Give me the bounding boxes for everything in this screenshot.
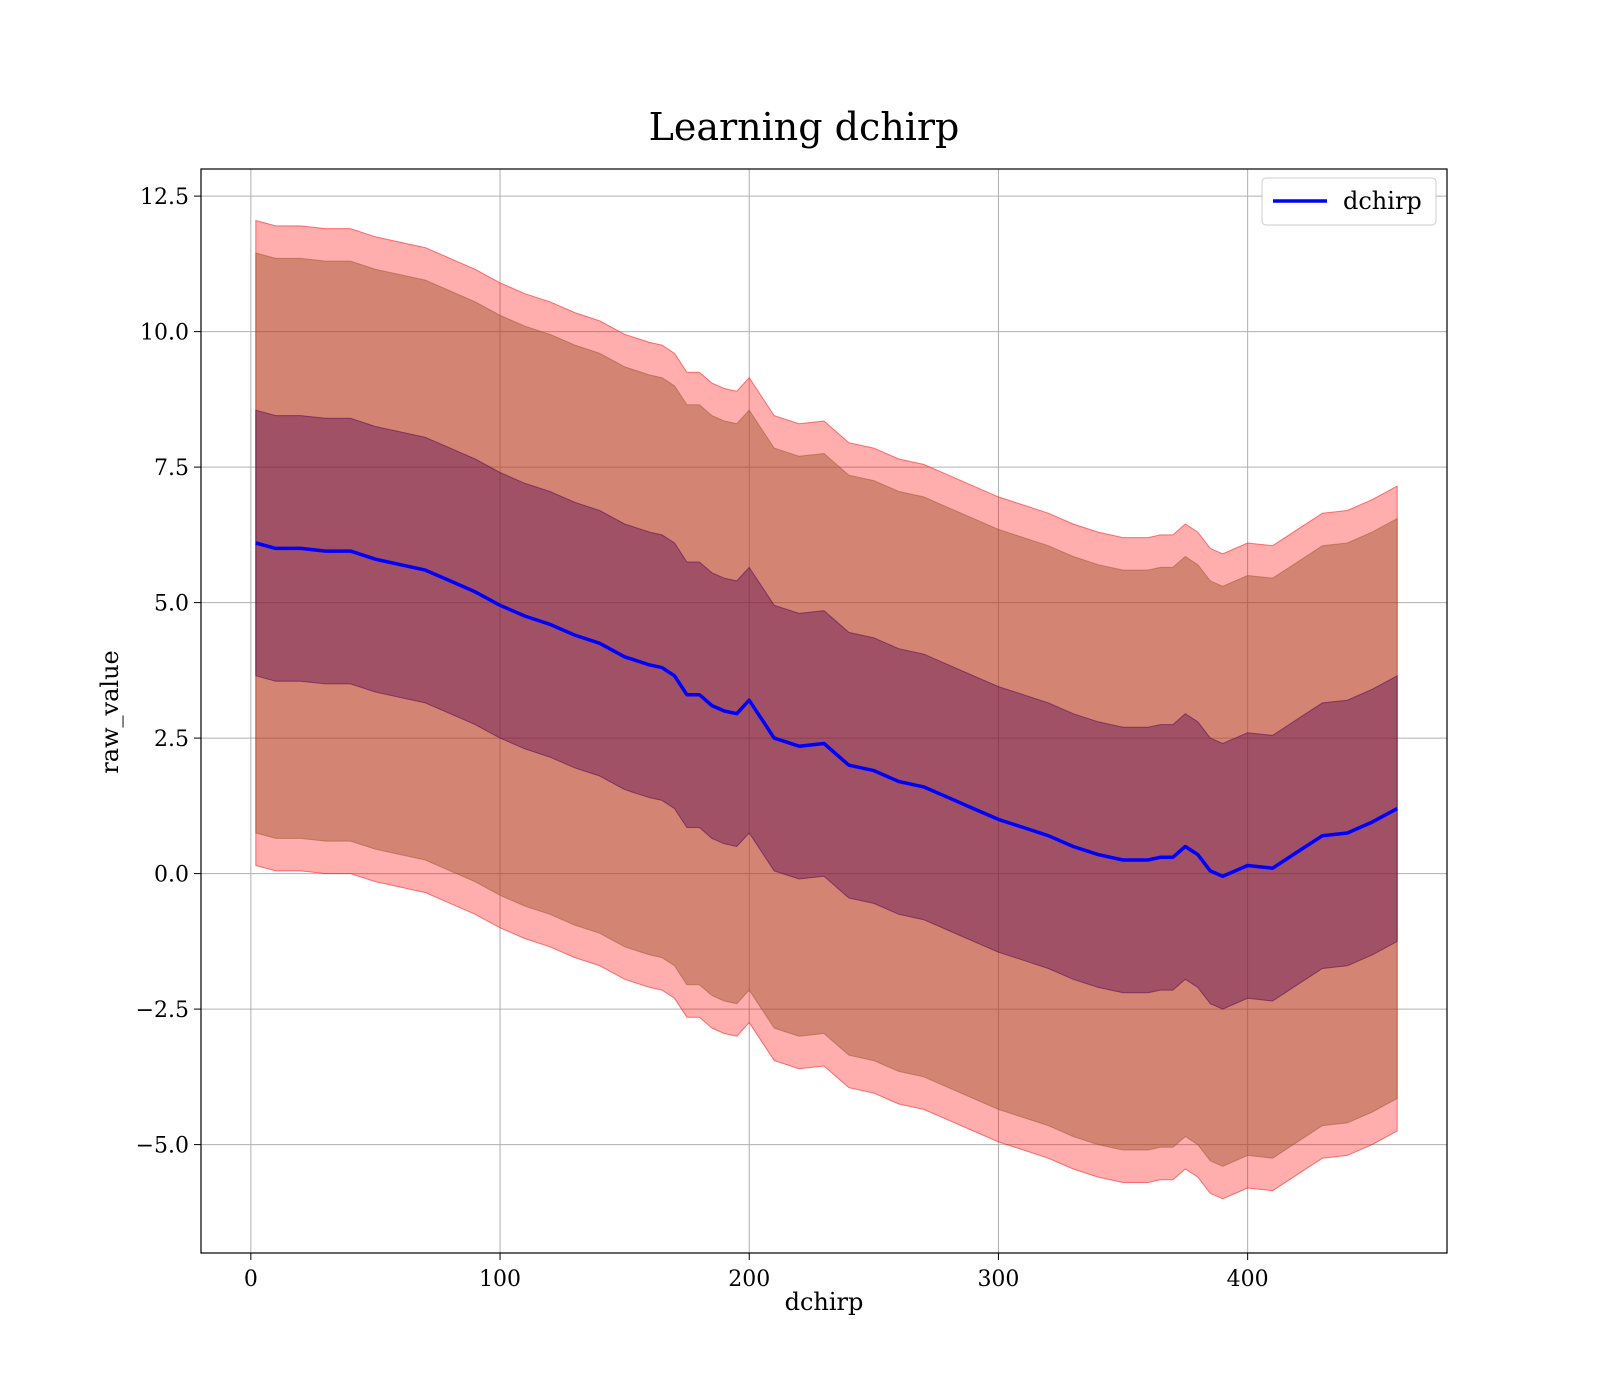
- legend-box: [1261, 177, 1437, 226]
- y-axis-label: raw_value: [96, 650, 124, 774]
- x-tick-label: 200: [728, 1267, 770, 1292]
- band-middle: [255, 252, 1398, 1167]
- y-tick-label: 10.0: [140, 321, 189, 346]
- y-tick-label: 2.5: [154, 727, 189, 752]
- legend-label-dchirp: dchirp: [1343, 187, 1422, 215]
- y-tick-label: 0.0: [154, 863, 189, 888]
- x-axis-ticks: 0 100 200 300 400: [244, 1253, 1269, 1292]
- x-tick-label: 300: [977, 1267, 1019, 1292]
- y-tick-label: 7.5: [154, 456, 189, 481]
- y-tick-label: −2.5: [136, 998, 189, 1023]
- y-tick-label: 12.5: [140, 185, 189, 210]
- y-tick-label: −5.0: [136, 1134, 189, 1159]
- band-outer: [255, 219, 1398, 1200]
- confidence-bands: [255, 219, 1398, 1200]
- x-tick-label: 400: [1227, 1267, 1269, 1292]
- x-axis-label: dchirp: [785, 1288, 864, 1316]
- legend: dchirp: [1261, 177, 1437, 226]
- y-axis-ticks: −5.0 −2.5 0.0 2.5 5.0 7.5 10.0 12.5: [136, 185, 201, 1159]
- band-inner: [255, 409, 1398, 1010]
- series-lines: [255, 541, 1399, 879]
- series-line-dchirp: [255, 541, 1399, 879]
- y-tick-label: 5.0: [154, 592, 189, 617]
- plot-frame: [200, 168, 1448, 1254]
- grid: [201, 169, 1447, 1253]
- x-tick-label: 100: [479, 1267, 521, 1292]
- x-tick-label: 0: [244, 1267, 258, 1292]
- chart-title: Learning dchirp: [649, 105, 960, 149]
